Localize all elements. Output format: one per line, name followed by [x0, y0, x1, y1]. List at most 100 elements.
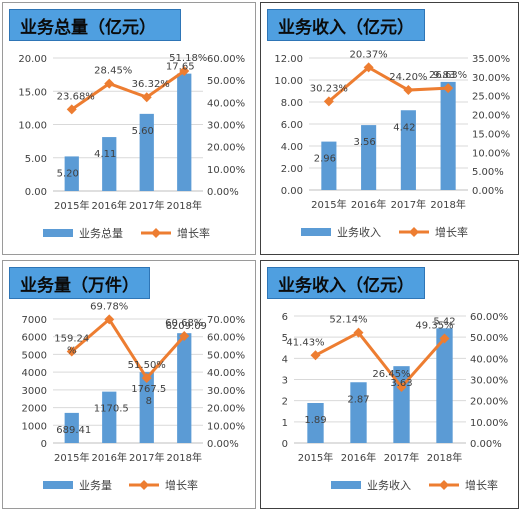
- line-value-label: 26.45%: [372, 369, 410, 380]
- bar-value-label: 6209.09: [166, 321, 207, 332]
- x-tick-label: 2015年: [298, 451, 333, 464]
- y-right-tick-label: 0.00%: [207, 187, 239, 198]
- bar: [440, 81, 456, 190]
- bar-value-label: 1767.5 8: [131, 384, 166, 407]
- chart-panel-business-volume: 业务量（万件） 0 1000 2000 3000 4000 5000 6000 7000 0.0…: [2, 260, 256, 509]
- chart-title: 业务收入（亿元）: [267, 9, 425, 41]
- y-right-tick-label: 20.00%: [207, 143, 245, 154]
- x-tick-label: 2017年: [129, 199, 164, 212]
- line-marker: [439, 333, 450, 344]
- line-marker: [141, 92, 152, 103]
- x-tick-label: 2017年: [129, 451, 164, 464]
- y-right-tick-label: 30.00%: [207, 121, 245, 132]
- bar: [102, 137, 117, 191]
- y-left-tick-label: 3: [282, 376, 288, 387]
- y-left-tick-label: 2.00: [281, 164, 303, 175]
- bar: [102, 391, 117, 443]
- y-right-tick-label: 40.00%: [207, 98, 245, 109]
- line-marker: [396, 382, 407, 393]
- y-left-tick-label: 6: [282, 312, 288, 323]
- line-value-label: 23.68%: [57, 91, 95, 102]
- y-left-tick-label: 2000: [22, 404, 47, 415]
- legend-bar-label: 业务收入: [367, 478, 411, 492]
- bar: [139, 113, 154, 191]
- y-left-tick-label: 0: [282, 439, 288, 450]
- chart-svg: 0.00 5.00 10.00 15.00 20.00 0.00% 10.00% 20.00%…: [18, 53, 245, 240]
- chart-svg: 01234560.00%10.00%20.00%30.00%40.00%50.0…: [282, 312, 509, 492]
- series-line: [314, 330, 446, 390]
- y-left-tick-label: 20.00: [18, 54, 47, 65]
- line-marker: [104, 314, 115, 325]
- line-marker: [104, 78, 115, 89]
- y-right-tick-label: 20.00%: [472, 111, 510, 122]
- y-right-tick-label: 60.00%: [207, 333, 245, 344]
- bar: [436, 328, 453, 443]
- y-right-tick-label: 10.00%: [207, 165, 245, 176]
- line-value-label: 26.63%: [429, 70, 467, 81]
- legend-line-label: 增长率: [465, 478, 498, 492]
- line-marker: [323, 96, 334, 107]
- y-right-tick-label: 60.00%: [470, 312, 508, 323]
- y-right-tick-label: 35.00%: [472, 54, 510, 65]
- bar-value-label: 4.11: [94, 149, 116, 160]
- bar-value-label: 1.89: [304, 415, 326, 426]
- legend-line-label: 增长率: [177, 226, 210, 240]
- bar: [177, 333, 192, 443]
- bar-value-label: 1170.5: [94, 404, 129, 415]
- legend-line-marker: [439, 480, 449, 490]
- line-value-label: 52.14%: [329, 315, 367, 326]
- y-right-tick-label: 30.00%: [207, 386, 245, 397]
- y-right-tick-label: 40.00%: [470, 354, 508, 365]
- y-right-tick-label: 40.00%: [207, 368, 245, 379]
- x-tick-label: 2018年: [167, 199, 202, 212]
- bar-value-label: 17.65: [166, 62, 195, 73]
- y-right-tick-label: 70.00%: [207, 315, 245, 326]
- legend-line-label: 增长率: [435, 225, 468, 239]
- y-left-tick-label: 15.00: [18, 87, 47, 98]
- line-marker: [179, 330, 190, 341]
- y-right-tick-label: 20.00%: [470, 397, 508, 408]
- y-right-tick-label: 10.00%: [472, 148, 510, 159]
- y-left-tick-label: 1: [282, 418, 288, 429]
- line-value-label: 69.78%: [90, 301, 128, 312]
- bar-value-label: 5.60: [132, 126, 154, 137]
- bar: [64, 412, 79, 443]
- bar: [393, 366, 410, 443]
- legend-bar-swatch: [43, 229, 73, 237]
- chart-title: 业务总量（亿元）: [9, 9, 181, 41]
- x-tick-label: 2016年: [341, 451, 376, 464]
- bar-value-label: 9.83: [433, 70, 455, 81]
- y-right-tick-label: 25.00%: [472, 92, 510, 103]
- bar-value-label: 5.42: [433, 316, 455, 327]
- bar-value-label: 2.87: [347, 394, 369, 405]
- series-line: [70, 317, 186, 381]
- line-value-label: 20.37%: [350, 49, 388, 60]
- y-right-tick-label: 10.00%: [207, 421, 245, 432]
- legend-line-marker: [409, 227, 419, 237]
- bar: [400, 110, 416, 190]
- legend-line-marker: [139, 480, 149, 490]
- y-right-tick-label: 10.00%: [470, 418, 508, 429]
- x-tick-label: 2018年: [167, 451, 202, 464]
- bar: [350, 382, 367, 443]
- line-value-label: 51.50%: [128, 360, 166, 371]
- y-left-tick-label: 0.00: [281, 186, 303, 197]
- legend-bar-label: 业务量: [79, 479, 112, 492]
- line-value-label: 24.20%: [389, 72, 427, 83]
- legend-bar-label: 业务收入: [337, 225, 381, 239]
- legend-bar-swatch: [43, 481, 73, 489]
- y-right-tick-label: 50.00%: [470, 333, 508, 344]
- x-tick-label: 2018年: [427, 451, 462, 464]
- bar-value-label: 3.56: [353, 137, 375, 148]
- y-left-tick-label: 0.00: [25, 187, 47, 198]
- x-tick-label: 2015年: [311, 198, 346, 211]
- line-value-label: 30.23%: [310, 83, 348, 94]
- legend-bar-label: 业务总量: [79, 226, 123, 240]
- line-marker: [353, 327, 364, 338]
- y-left-tick-label: 8.00: [281, 98, 303, 109]
- bar: [177, 73, 192, 191]
- y-left-tick-label: 4.00: [281, 142, 303, 153]
- bar-value-label: 5.20: [57, 168, 79, 179]
- chart-title: 业务收入（亿元）: [267, 267, 425, 299]
- bar: [307, 402, 324, 443]
